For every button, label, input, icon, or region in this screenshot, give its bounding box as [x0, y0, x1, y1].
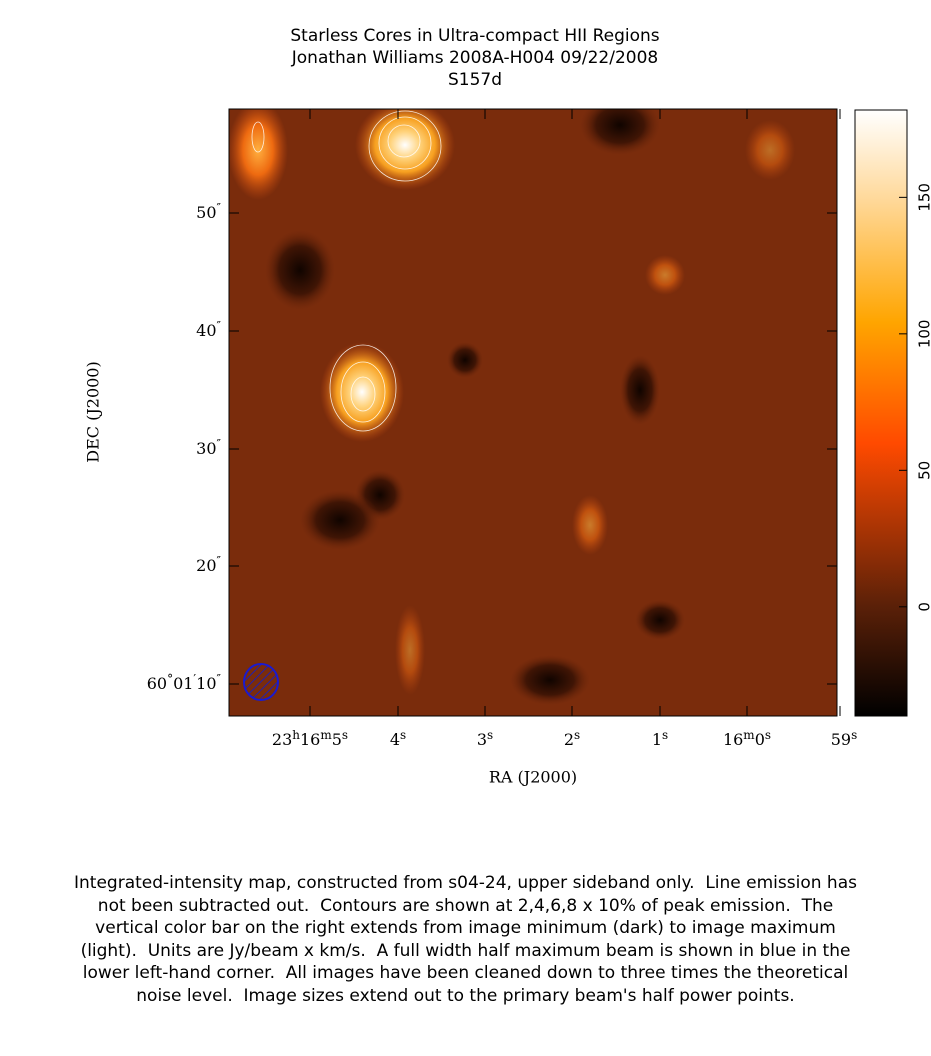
tick-number: 4 [390, 730, 400, 749]
title: Starless Cores in Ultra-compact HII Regi… [290, 26, 659, 46]
caption: Integrated-intensity map, constructed fr… [74, 873, 863, 1006]
tick-unit: s [400, 728, 406, 742]
tick-unit: ″ [217, 437, 222, 451]
tick-unit: ″ [217, 201, 222, 215]
tick-label: 1s [652, 728, 668, 749]
tick-unit: m [320, 728, 332, 742]
tick-label: 16m0s [723, 728, 771, 749]
tick-unit: ″ [217, 319, 222, 333]
tick-number: 20 [196, 556, 216, 575]
tick-unit: ° [167, 672, 173, 686]
x-axis-label: RA (J2000) [489, 768, 577, 787]
tick-unit: s [765, 728, 771, 742]
tick-number: 50 [196, 203, 216, 222]
tick-number: 16 [723, 730, 743, 749]
tick-number: 40 [196, 321, 216, 340]
tick-label: 60°01′10″ [147, 672, 222, 693]
colorbar [854, 109, 908, 717]
tick-unit: s [662, 728, 668, 742]
tick-number: 30 [196, 439, 216, 458]
tick-unit: s [487, 728, 493, 742]
beam [243, 663, 279, 701]
tick-number: 16 [300, 730, 320, 749]
intensity-map [229, 109, 837, 716]
tick-label: 30″ [196, 437, 221, 458]
tick-number: 2 [564, 730, 574, 749]
source-name: S157d [448, 70, 502, 90]
tick-unit: h [292, 728, 300, 742]
tick-label: 23h16m5s [272, 728, 348, 749]
colorbar-tick-label: 150 [916, 183, 931, 212]
tick-number: 59 [831, 730, 851, 749]
tick-unit: ″ [217, 672, 222, 686]
tick-number: 0 [755, 730, 765, 749]
tick-label: 4s [390, 728, 406, 749]
tick-label: 40″ [196, 319, 221, 340]
tick-label: 3s [477, 728, 493, 749]
colorbar-tick-label: 0 [916, 602, 931, 612]
tick-number: 01 [173, 674, 193, 693]
tick-unit: ′ [193, 672, 196, 686]
tick-label: 2s [564, 728, 580, 749]
colorbar-tick-label: 100 [916, 320, 931, 349]
tick-unit: s [342, 728, 348, 742]
y-axis-label: DEC (J2000) [84, 361, 103, 462]
tick-label: 50″ [196, 201, 221, 222]
tick-unit: m [743, 728, 755, 742]
tick-number: 3 [477, 730, 487, 749]
figure: Starless Cores in Ultra-compact HII Regi… [84, 26, 931, 787]
tick-label: 59s [831, 728, 858, 749]
tick-number: 5 [332, 730, 342, 749]
tick-unit: s [574, 728, 580, 742]
colorbar-tick-label: 50 [916, 461, 931, 480]
tick-number: 60 [147, 674, 167, 693]
tick-number: 1 [652, 730, 662, 749]
tick-label: 20″ [196, 554, 221, 575]
frame [228, 108, 838, 717]
tick-number: 10 [196, 674, 216, 693]
tick-unit: ″ [217, 554, 222, 568]
subtitle: Jonathan Williams 2008A-H004 09/22/2008 [291, 48, 658, 68]
tick-unit: s [851, 728, 857, 742]
tick-number: 23 [272, 730, 292, 749]
